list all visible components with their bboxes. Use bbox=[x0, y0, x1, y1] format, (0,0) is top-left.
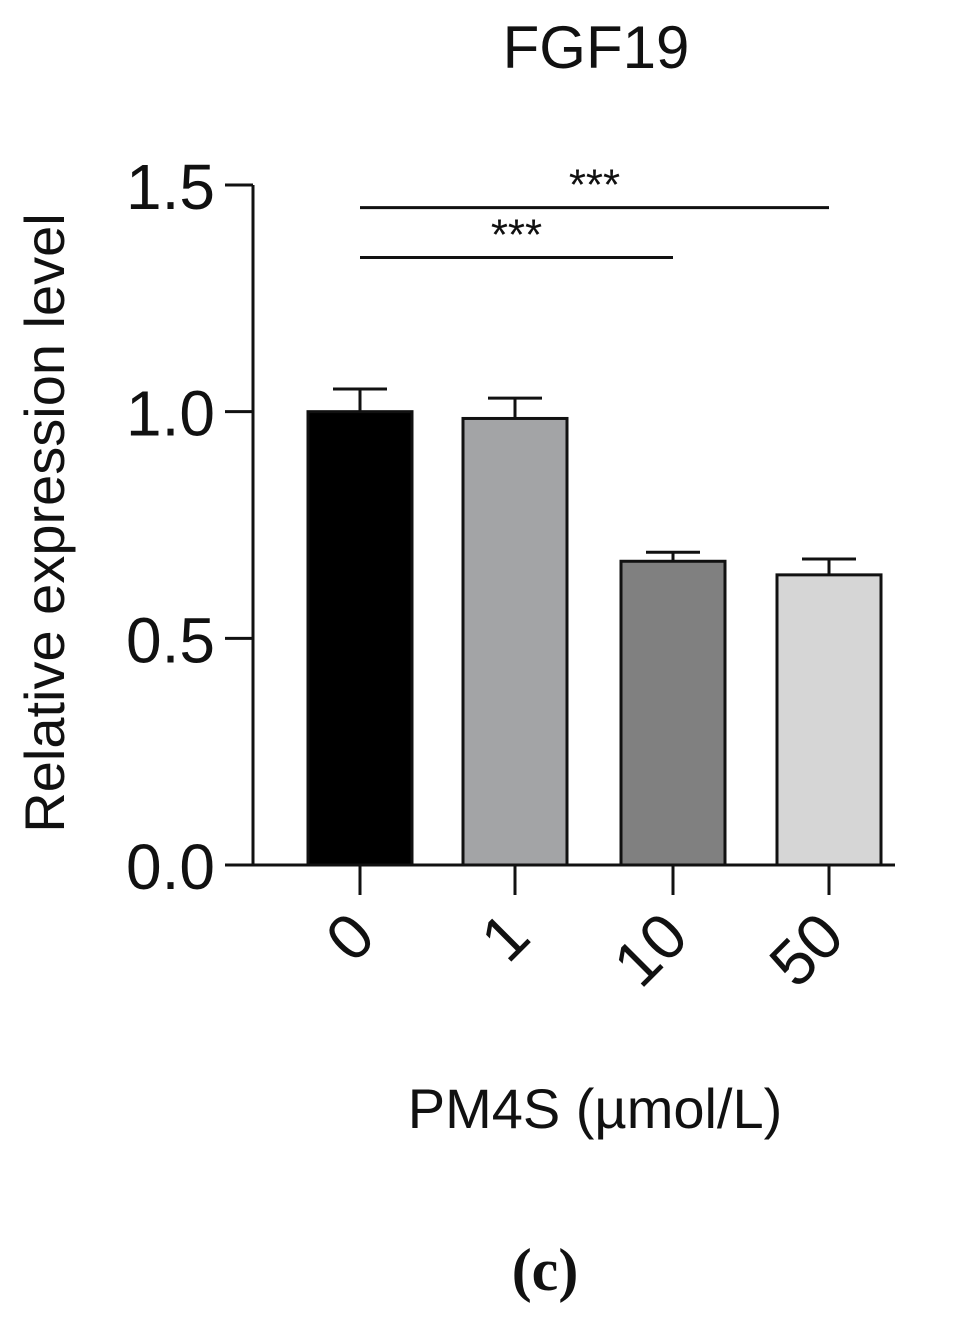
x-tick-label: 50 bbox=[756, 899, 857, 1000]
x-tick-label: 0 bbox=[312, 899, 388, 975]
y-tick-label: 0.0 bbox=[126, 831, 215, 903]
significance-label: *** bbox=[491, 211, 542, 260]
x-axis-label: PM4S (µmol/L) bbox=[408, 1077, 783, 1140]
error-bars-layer bbox=[333, 387, 856, 575]
y-ticks-layer: 0.0 0.5 1.0 1.5 bbox=[126, 151, 253, 903]
y-tick-label: 1.0 bbox=[126, 378, 215, 450]
bar bbox=[461, 416, 569, 867]
bar bbox=[306, 410, 414, 867]
axes-layer bbox=[228, 185, 895, 867]
bars-layer bbox=[306, 410, 883, 867]
y-tick-label: 1.5 bbox=[126, 151, 215, 223]
bar bbox=[775, 573, 883, 867]
chart-title: FGF19 bbox=[503, 14, 690, 81]
x-tick-label: 10 bbox=[600, 899, 701, 1000]
y-axis-label: Relative expression level bbox=[13, 213, 76, 832]
x-tick-label: 1 bbox=[467, 899, 543, 975]
y-tick-label: 0.5 bbox=[126, 604, 215, 676]
x-ticks-layer: 0 1 10 50 bbox=[312, 865, 857, 1000]
significance-label: *** bbox=[569, 161, 620, 210]
significance-layer: *** *** bbox=[360, 161, 829, 260]
bar bbox=[619, 559, 727, 867]
panel-label: (c) bbox=[512, 1237, 579, 1303]
